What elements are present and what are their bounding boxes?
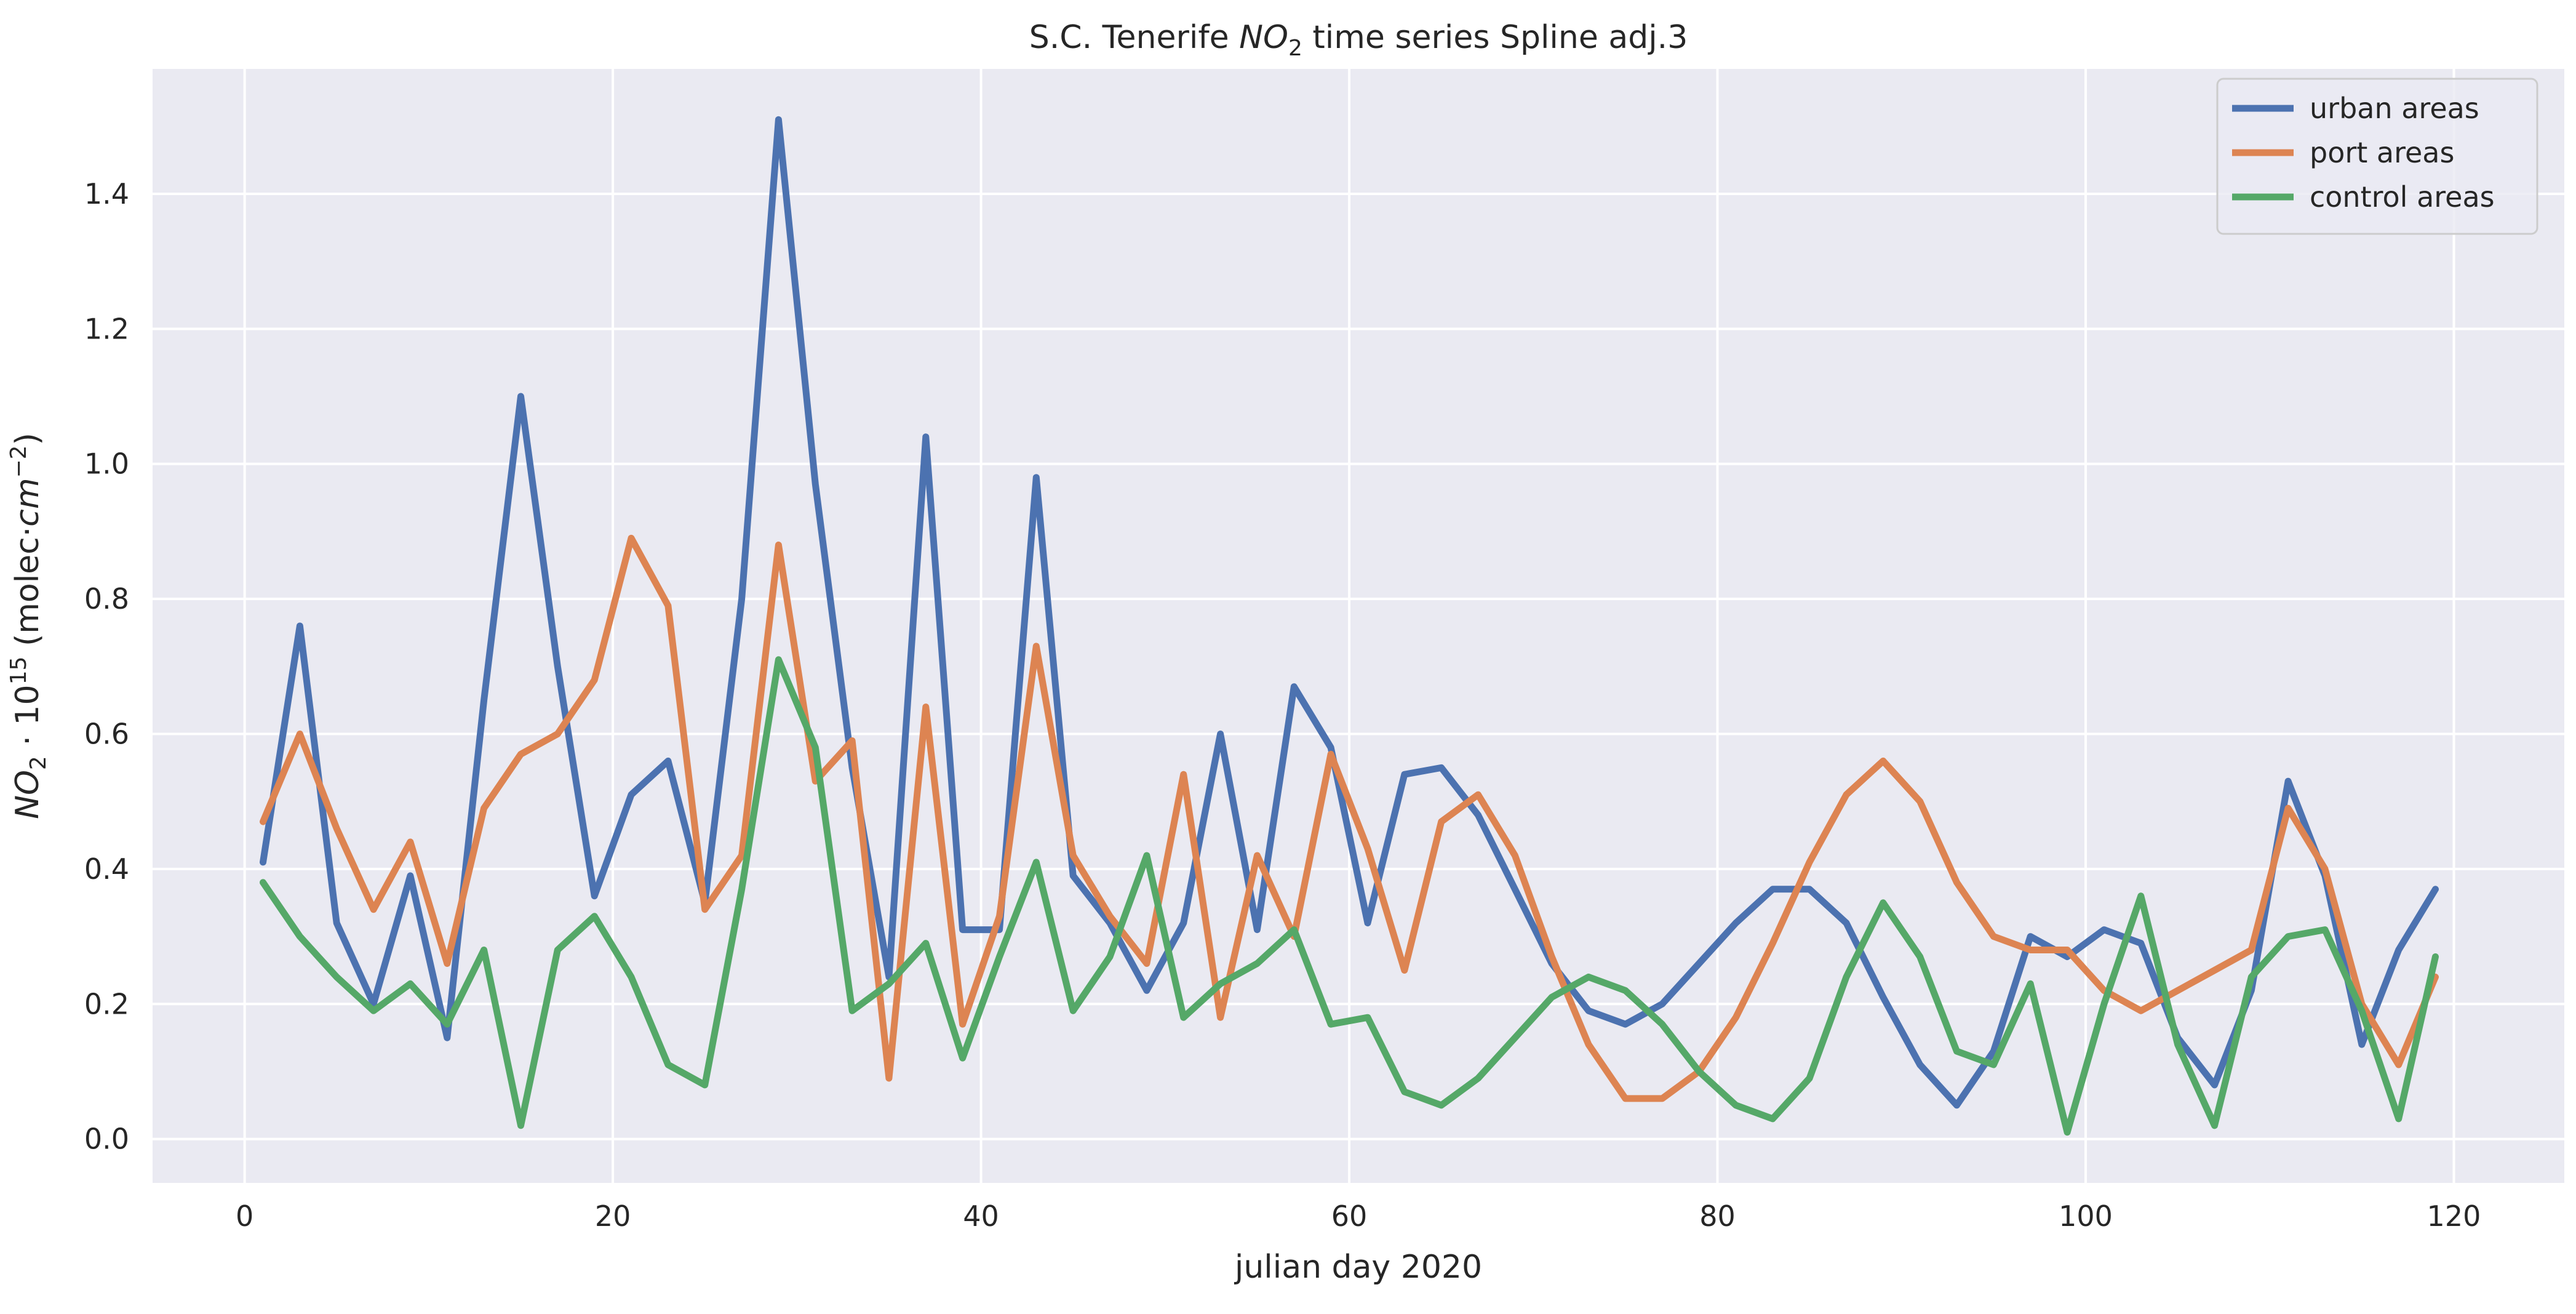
x-tick-label: 0 <box>236 1200 253 1233</box>
x-tick-label: 60 <box>1331 1200 1368 1233</box>
ylabel-chem: NO <box>9 770 46 819</box>
y-tick-label: 0.4 <box>84 852 129 886</box>
legend: urban areas port areas control areas <box>2216 78 2538 235</box>
x-axis-label: julian day 2020 <box>1234 1249 1482 1286</box>
legend-label: urban areas <box>2310 92 2479 125</box>
y-axis-label: NO2 · 1015 (molec·cm−2) <box>6 433 51 819</box>
ylabel-unit-open: (molec· <box>9 527 46 657</box>
series-line-port-areas <box>260 534 2439 1102</box>
chart-title: S.C. Tenerife NO2 time series Spline adj… <box>1029 19 1688 61</box>
ylabel-unit-cm: cm <box>9 478 46 526</box>
x-tick-label: 80 <box>1699 1200 1736 1233</box>
ylabel-sub: 2 <box>26 756 51 770</box>
y-tick-label: 1.2 <box>84 312 129 345</box>
title-prefix: S.C. Tenerife <box>1029 19 1239 56</box>
legend-entries: urban areas port areas control areas <box>2232 92 2495 214</box>
legend-label: control areas <box>2310 180 2495 214</box>
y-tick-label: 0.0 <box>84 1123 129 1156</box>
ylabel-unit-sup: −2 <box>6 445 31 478</box>
legend-box <box>2216 78 2538 235</box>
grid-lines <box>153 69 2564 1183</box>
ylabel-mid: · 10 <box>9 684 46 756</box>
y-tick-label: 0.6 <box>84 718 129 751</box>
title-suffix: time series Spline adj.3 <box>1302 19 1688 56</box>
y-tick-label: 0.8 <box>84 582 129 615</box>
series-line-control-areas <box>260 656 2439 1136</box>
legend-label: port areas <box>2310 136 2454 169</box>
series-lines <box>260 116 2439 1136</box>
title-chem: NO <box>1239 19 1288 56</box>
y-tick-label: 1.4 <box>84 177 129 210</box>
x-tick-label: 120 <box>2427 1200 2481 1233</box>
y-tick-label: 0.2 <box>84 987 129 1020</box>
ylabel-unit-close: ) <box>9 433 46 445</box>
x-tick-label: 100 <box>2059 1200 2113 1233</box>
title-sub: 2 <box>1288 36 1302 61</box>
x-tick-label: 40 <box>963 1200 999 1233</box>
x-tick-label: 20 <box>595 1200 631 1233</box>
y-tick-label: 1.0 <box>84 447 129 481</box>
tick-labels: 0 20 40 60 80 100 120 0.0 0.2 0.4 0.6 0.8 1.0 1.2 1.4 <box>84 177 2481 1233</box>
ylabel-sup: 15 <box>6 657 31 685</box>
